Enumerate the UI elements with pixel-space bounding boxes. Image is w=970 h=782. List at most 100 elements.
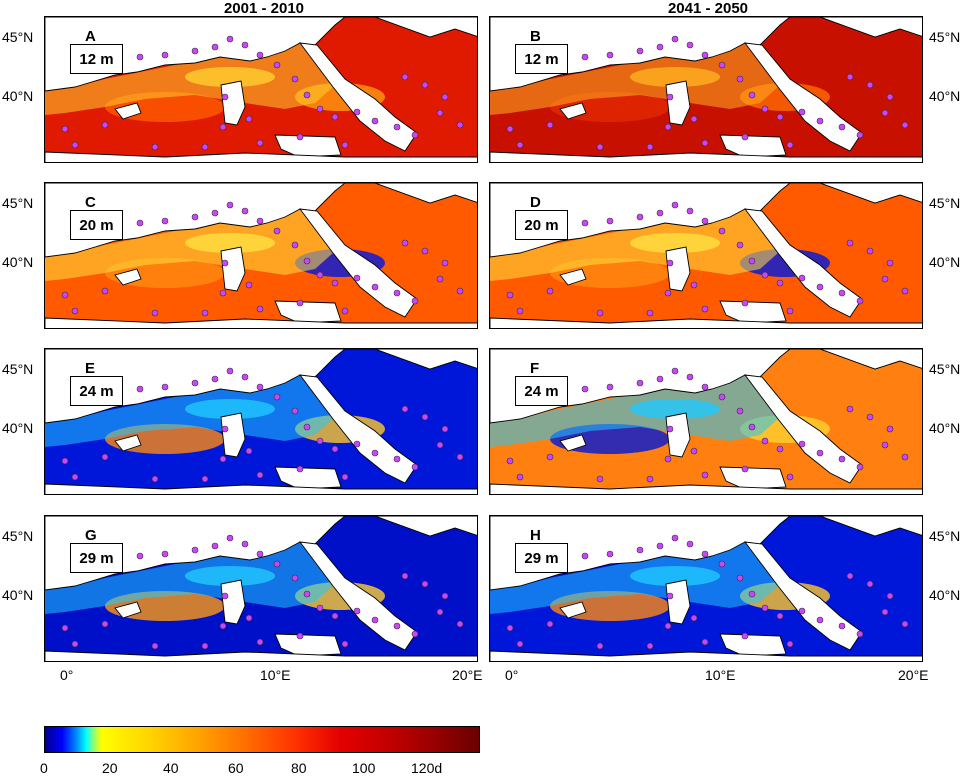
site-marker xyxy=(136,385,144,393)
site-marker xyxy=(741,632,749,640)
column-title-left: 2001 - 2010 xyxy=(223,0,305,17)
site-marker xyxy=(506,624,514,632)
site-marker xyxy=(798,440,806,448)
site-marker xyxy=(101,453,109,461)
latitude-label: 40°N xyxy=(929,587,961,603)
site-marker xyxy=(303,91,311,99)
panel-letter: B xyxy=(530,28,541,45)
site-marker xyxy=(838,622,846,630)
site-marker xyxy=(436,608,444,616)
site-marker xyxy=(303,257,311,265)
landmass xyxy=(665,579,691,625)
site-marker xyxy=(401,73,409,81)
map-panel-g: G 29 m xyxy=(44,515,478,662)
panel-letter: F xyxy=(530,360,540,377)
site-marker xyxy=(546,121,554,129)
site-marker xyxy=(581,552,589,560)
site-marker xyxy=(245,281,253,289)
landmass xyxy=(665,412,691,458)
site-marker xyxy=(71,307,79,315)
latitude-label: 40°N xyxy=(2,88,34,104)
site-marker xyxy=(798,274,806,282)
map-panel-c: C 20 m xyxy=(44,182,478,329)
site-marker xyxy=(506,457,514,465)
site-marker xyxy=(136,219,144,227)
landmass xyxy=(345,183,477,204)
landmass xyxy=(299,42,418,152)
site-marker xyxy=(211,375,219,383)
site-marker xyxy=(256,383,264,391)
site-marker xyxy=(516,640,524,648)
site-marker xyxy=(151,143,159,151)
site-marker xyxy=(606,51,614,59)
panel-letter: H xyxy=(530,527,541,544)
latitude-label: 45°N xyxy=(2,528,34,544)
site-marker xyxy=(581,385,589,393)
coastal-band xyxy=(45,542,333,614)
site-marker xyxy=(741,299,749,307)
landmass xyxy=(559,434,587,452)
site-marker xyxy=(393,455,401,463)
site-marker xyxy=(201,642,209,650)
site-marker xyxy=(201,143,209,151)
coastal-band xyxy=(490,542,778,614)
site-marker xyxy=(846,405,854,413)
site-marker xyxy=(816,117,824,125)
latitude-label: 45°N xyxy=(929,361,961,377)
site-marker xyxy=(736,407,744,415)
site-marker xyxy=(291,241,299,249)
site-marker xyxy=(211,542,219,550)
landmass xyxy=(220,412,246,458)
site-marker xyxy=(596,309,604,317)
landmass xyxy=(665,80,691,126)
site-marker xyxy=(371,616,379,624)
landmass xyxy=(790,349,922,370)
colorbar-tick: 60 xyxy=(228,760,244,776)
latitude-label: 40°N xyxy=(2,420,34,436)
site-marker xyxy=(701,217,709,225)
site-marker xyxy=(666,93,674,101)
site-marker xyxy=(786,640,794,648)
site-marker xyxy=(748,257,756,265)
site-marker xyxy=(353,274,361,282)
site-marker xyxy=(686,540,694,548)
site-marker xyxy=(786,307,794,315)
site-marker xyxy=(291,75,299,83)
site-marker xyxy=(690,115,698,123)
site-marker xyxy=(776,279,784,287)
site-marker xyxy=(636,546,644,554)
site-marker xyxy=(221,592,229,600)
site-marker xyxy=(596,143,604,151)
site-marker xyxy=(656,209,664,217)
site-marker xyxy=(776,612,784,620)
panel-letter: D xyxy=(530,194,541,211)
panel-letter: G xyxy=(85,527,97,544)
panel-letter: E xyxy=(85,360,96,377)
panel-letter: C xyxy=(85,194,96,211)
landmass xyxy=(490,151,922,162)
site-marker xyxy=(71,473,79,481)
depth-label: 12 m xyxy=(70,44,123,74)
site-marker xyxy=(191,379,199,387)
site-marker xyxy=(664,455,672,463)
site-marker xyxy=(371,449,379,457)
site-marker xyxy=(748,91,756,99)
site-marker xyxy=(646,475,654,483)
site-marker xyxy=(226,201,234,209)
site-marker xyxy=(456,453,464,461)
site-marker xyxy=(211,209,219,217)
site-marker xyxy=(221,259,229,267)
site-marker xyxy=(241,41,249,49)
site-marker xyxy=(393,123,401,131)
site-marker xyxy=(506,291,514,299)
site-marker xyxy=(636,379,644,387)
site-marker xyxy=(456,121,464,129)
landmass xyxy=(114,102,142,120)
landmass xyxy=(45,650,477,661)
landmass xyxy=(490,650,922,661)
latitude-label: 45°N xyxy=(2,29,34,45)
site-marker xyxy=(441,259,449,267)
landmass xyxy=(559,601,587,619)
site-marker xyxy=(736,241,744,249)
site-marker xyxy=(646,143,654,151)
